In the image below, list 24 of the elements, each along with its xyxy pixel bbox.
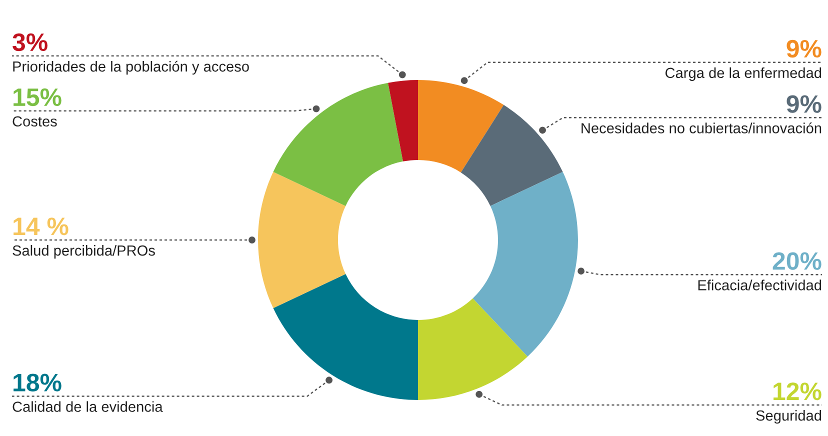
data-label: 9%: [786, 40, 822, 58]
slice-label: Necesidades no cubiertas/innovación: [582, 122, 822, 134]
donut-slice: [273, 274, 418, 400]
data-label: 3%: [12, 33, 48, 52]
donut-slice: [460, 104, 563, 206]
data-label: 9%: [786, 95, 822, 113]
slice-label: Calidad de la evidencia: [12, 401, 163, 412]
donut-slice: [418, 298, 528, 400]
donut-slice: [418, 80, 504, 172]
slice-label: Carga de la enfermedad: [665, 67, 822, 81]
donut-slice: [273, 82, 404, 206]
data-label: 18%: [14, 374, 62, 392]
slice-label: Salud percibida/PROs: [12, 245, 155, 259]
data-label: 12%: [774, 382, 822, 400]
data-label: 20%: [772, 252, 822, 270]
data-label: 14 %: [14, 218, 68, 236]
slice-label: Seguridad: [756, 410, 822, 424]
donut-slice: [472, 172, 578, 357]
data-label: 15%: [14, 88, 62, 106]
slice-label: Costes: [12, 116, 57, 127]
slice-label: Prioridades de la población y acceso: [13, 60, 249, 75]
donut-slice: [388, 80, 418, 162]
slice-label: Eficacia/efectividad: [698, 280, 822, 290]
donut-slice: [258, 172, 346, 308]
